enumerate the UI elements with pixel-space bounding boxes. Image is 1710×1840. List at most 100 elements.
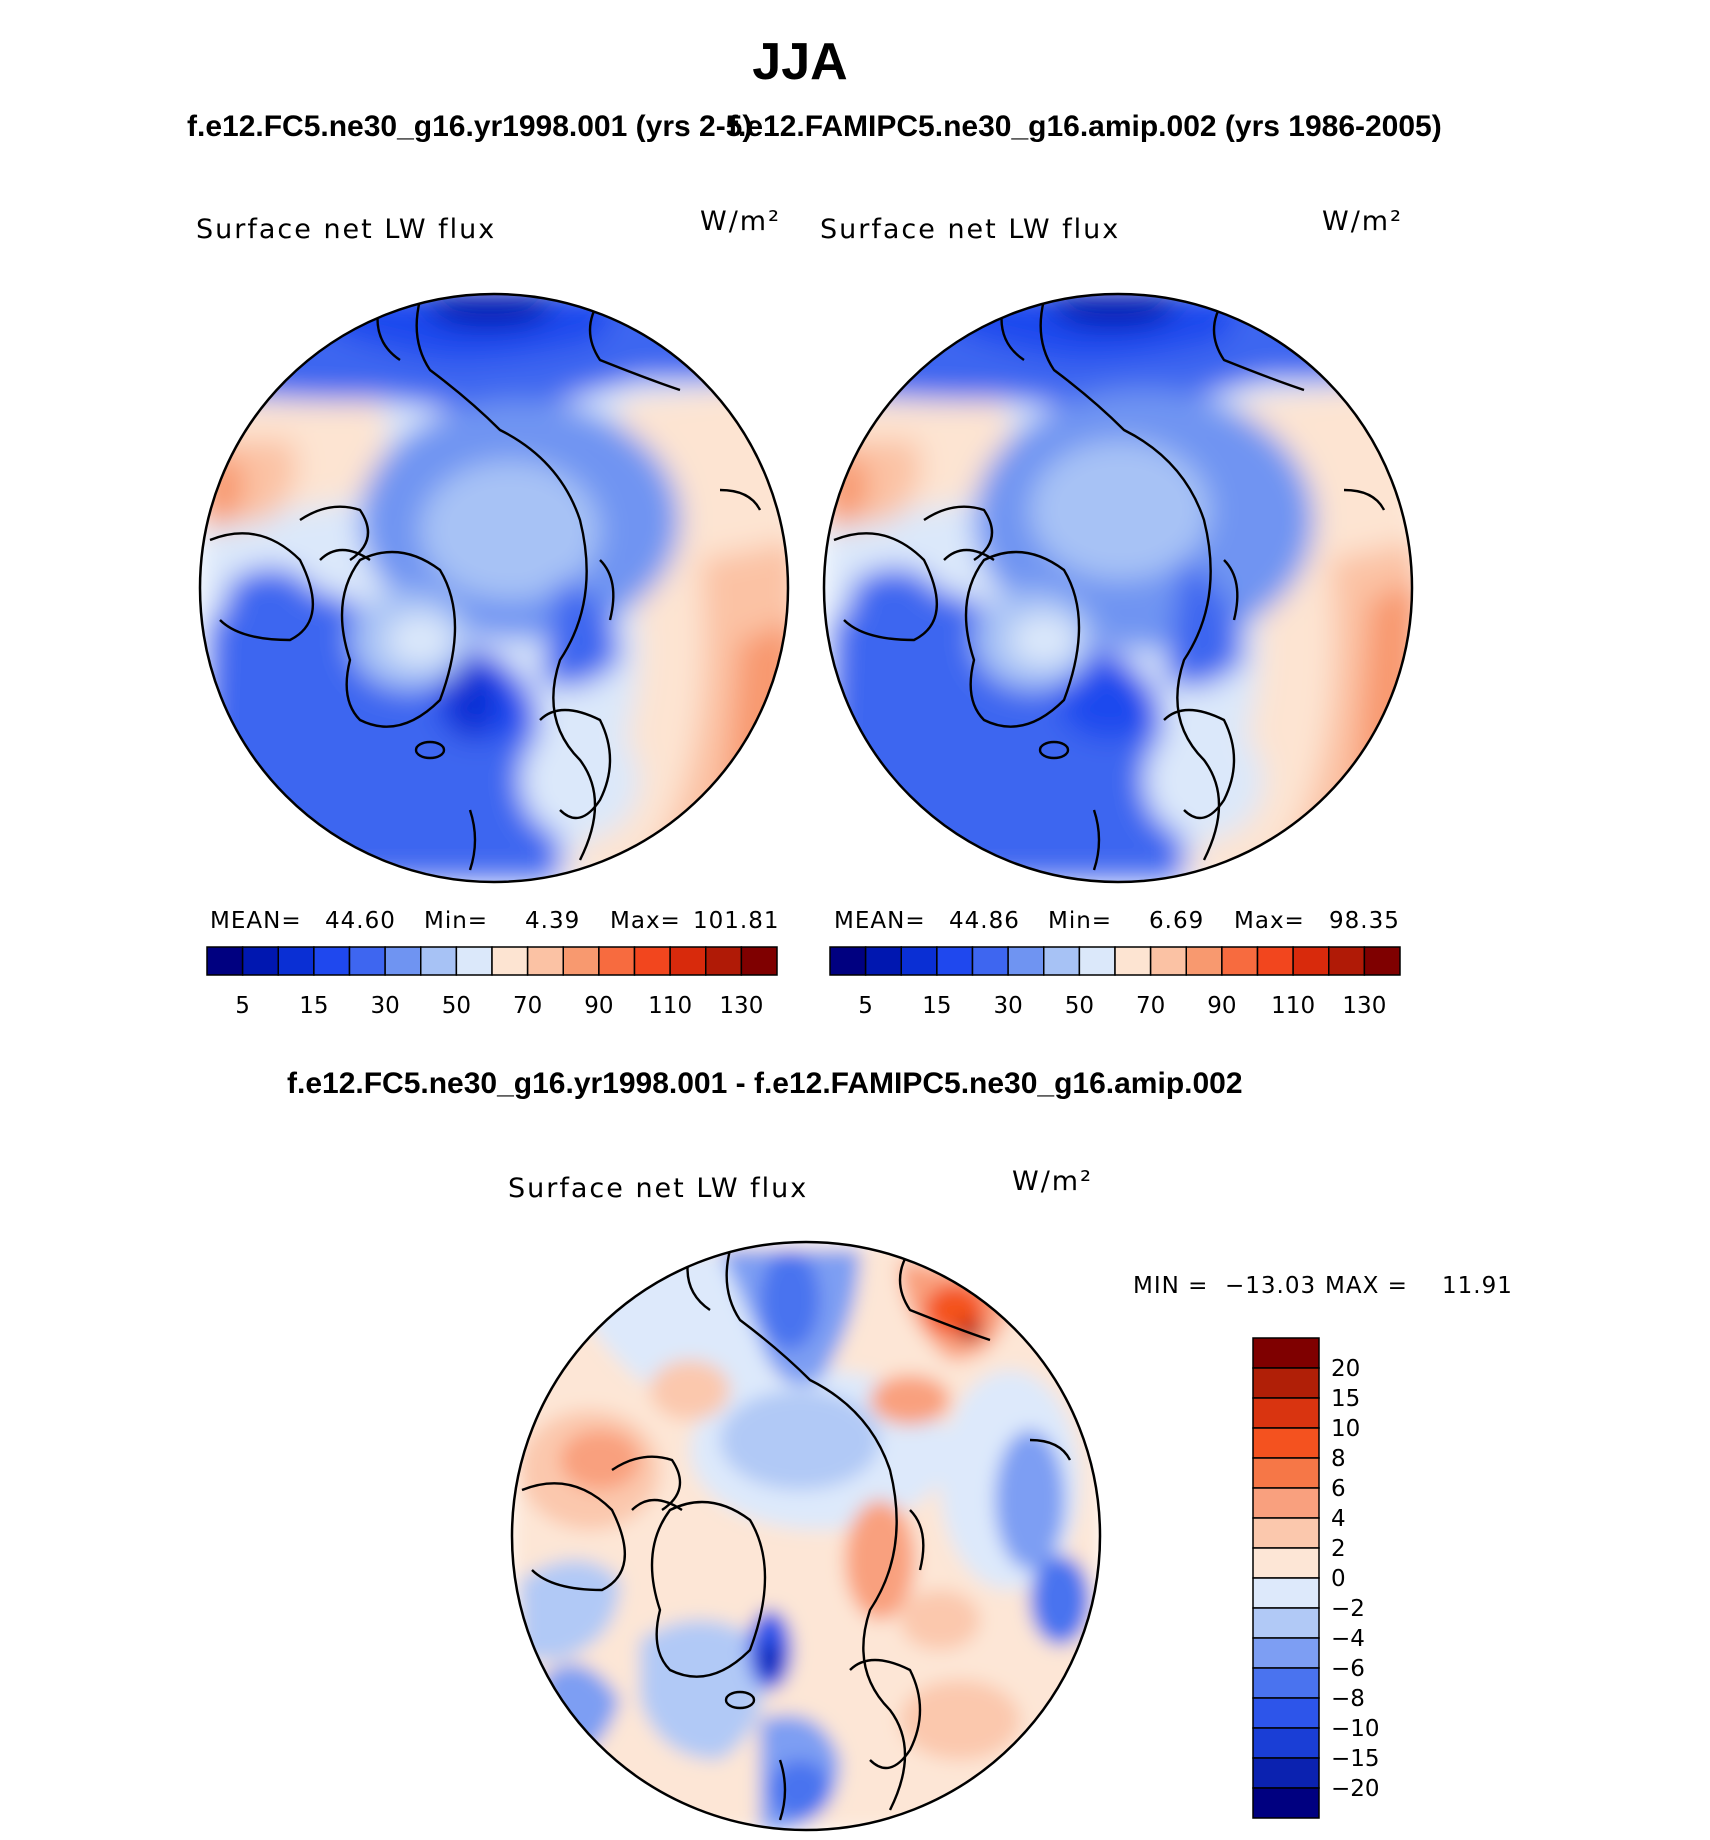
panel2-max-label: Max=	[1234, 908, 1305, 934]
panel2-colorbar-swatch	[1221, 946, 1259, 976]
panel3-colorbar-tick-label: 8	[1331, 1446, 1346, 1472]
panel1-map	[198, 292, 790, 884]
panel2-colorbar-swatch	[900, 946, 938, 976]
panel1-max-value: 101.81	[693, 908, 780, 934]
panel2-colorbar-swatch	[971, 946, 1009, 976]
panel3-colorbar-swatch	[1252, 1667, 1320, 1699]
panel3-colorbar-tick-label: 0	[1331, 1566, 1346, 1592]
panel1-min-value: 4.39	[525, 908, 581, 934]
panel1-colorbar-swatch	[241, 946, 279, 976]
panel2-colorbar-swatch	[1363, 946, 1401, 976]
panel1-units-label: W/m²	[700, 206, 781, 237]
panel3-map	[510, 1240, 1102, 1832]
panel1-colorbar-swatch	[740, 946, 778, 976]
panel2-colorbar-swatch	[1185, 946, 1223, 976]
panel3-colorbar-swatch	[1252, 1757, 1320, 1789]
panel2-colorbar-tick-label: 130	[1342, 993, 1386, 1019]
panel2-colorbar-tick-label: 110	[1271, 993, 1315, 1019]
panel1-colorbar-swatch	[598, 946, 636, 976]
panel3-colorbar-swatch	[1252, 1547, 1320, 1579]
control-case-title: f.e12.FAMIPC5.ne30_g16.amip.002 (yrs 198…	[728, 110, 1442, 143]
panel3-colorbar-swatch	[1252, 1727, 1320, 1759]
panel2-map	[822, 292, 1414, 884]
panel2-colorbar-tick-label: 70	[1136, 993, 1165, 1019]
panel3-colorbar-swatch	[1252, 1787, 1320, 1819]
panel2-colorbar-tick-label: 15	[922, 993, 951, 1019]
panel1-colorbar-tick-label: 30	[370, 993, 399, 1019]
panel2-colorbar-swatch	[829, 946, 867, 976]
panel2-colorbar-swatch	[1256, 946, 1294, 976]
figure-title: JJA	[752, 33, 848, 91]
panel2-colorbar-swatch	[864, 946, 902, 976]
panel1-colorbar-swatch	[633, 946, 671, 976]
panel3-max-label: MAX =	[1325, 1273, 1408, 1299]
panel2-variable-label: Surface net LW flux	[820, 214, 1121, 245]
panel1-mean-label: MEAN=	[210, 908, 302, 934]
panel3-min-label: MIN =	[1133, 1273, 1209, 1299]
panel3-colorbar-swatch	[1252, 1337, 1320, 1369]
panel3-colorbar-tick-label: 10	[1331, 1416, 1360, 1442]
panel2-max-value: 98.35	[1329, 908, 1400, 934]
panel3-colorbar-swatch	[1252, 1487, 1320, 1519]
panel2-colorbar-tick-label: 30	[993, 993, 1022, 1019]
panel1-colorbar-tick-label: 50	[442, 993, 471, 1019]
panel1-colorbar-swatch	[491, 946, 529, 976]
panel3-colorbar-tick-label: 2	[1331, 1536, 1346, 1562]
panel3-colorbar-swatch	[1252, 1457, 1320, 1489]
panel3-colorbar-swatch	[1252, 1397, 1320, 1429]
panel3-colorbar-tick-label: 4	[1331, 1506, 1346, 1532]
panel1-colorbar-swatch	[206, 946, 244, 976]
panel2-colorbar: 5 15 30 50 70 90 110 130	[829, 946, 1401, 1019]
panel3-colorbar-swatch	[1252, 1367, 1320, 1399]
panel1-colorbar-tick-label: 110	[648, 993, 692, 1019]
panel1-colorbar-tick-label: 15	[299, 993, 328, 1019]
difference-title: f.e12.FC5.ne30_g16.yr1998.001 - f.e12.FA…	[287, 1067, 1243, 1100]
panel3-max-value: 11.91	[1442, 1273, 1513, 1299]
panel2-mean-value: 44.86	[949, 908, 1020, 934]
panel2-colorbar-tick-label: 5	[858, 993, 873, 1019]
panel1-colorbar-swatch	[562, 946, 600, 976]
panel3-colorbar-tick-label: −10	[1331, 1716, 1380, 1742]
panel1-variable-label: Surface net LW flux	[196, 214, 497, 245]
panel1-colorbar-swatch	[313, 946, 351, 976]
panel1-colorbar-swatch	[348, 946, 386, 976]
panel3-colorbar-swatch	[1252, 1607, 1320, 1639]
panel3-colorbar-tick-label: 15	[1331, 1386, 1360, 1412]
panel2-colorbar-swatch	[1078, 946, 1116, 976]
panel2-colorbar-swatch	[1328, 946, 1366, 976]
panel1-colorbar-swatch	[277, 946, 315, 976]
panel3-colorbar-swatch	[1252, 1427, 1320, 1459]
panel3-colorbar-swatch	[1252, 1517, 1320, 1549]
panel2-colorbar-swatch	[936, 946, 974, 976]
panel3-colorbar-tick-label: −15	[1331, 1746, 1380, 1772]
panel1-min-label: Min=	[424, 908, 489, 934]
panel3-variable-label: Surface net LW flux	[508, 1173, 809, 1204]
panel3-colorbar-tick-label: 20	[1331, 1356, 1360, 1382]
panel1-max-label: Max=	[610, 908, 681, 934]
panel2-colorbar-swatch	[1149, 946, 1187, 976]
panel2-colorbar-swatch	[1043, 946, 1081, 976]
panel1-colorbar-swatch	[455, 946, 493, 976]
panel1-colorbar-tick-label: 90	[584, 993, 613, 1019]
panel3-colorbar-tick-label: 6	[1331, 1476, 1346, 1502]
panel3-units-label: W/m²	[1012, 1166, 1093, 1197]
panel3-colorbar-swatch	[1252, 1637, 1320, 1669]
panel1-colorbar-swatch	[526, 946, 564, 976]
panel2-colorbar-swatch	[1007, 946, 1045, 976]
panel2-units-label: W/m²	[1322, 206, 1403, 237]
panel2-colorbar-swatch	[1114, 946, 1152, 976]
panel2-colorbar-tick-label: 50	[1065, 993, 1094, 1019]
panel2-min-label: Min=	[1048, 908, 1113, 934]
test-case-title: f.e12.FC5.ne30_g16.yr1998.001 (yrs 2-5)	[187, 110, 753, 143]
panel3-colorbar-tick-label: −4	[1331, 1626, 1365, 1652]
panel3-colorbar-tick-label: −20	[1331, 1776, 1380, 1802]
panel1-colorbar-swatch	[384, 946, 422, 976]
panel2-colorbar-swatch	[1292, 946, 1330, 976]
panel1-colorbar-tick-label: 70	[513, 993, 542, 1019]
panel1-colorbar-swatch	[669, 946, 707, 976]
panel3-colorbar-tick-label: −6	[1331, 1656, 1365, 1682]
panel3-colorbar-swatch	[1252, 1697, 1320, 1729]
panel2-colorbar-tick-label: 90	[1207, 993, 1236, 1019]
